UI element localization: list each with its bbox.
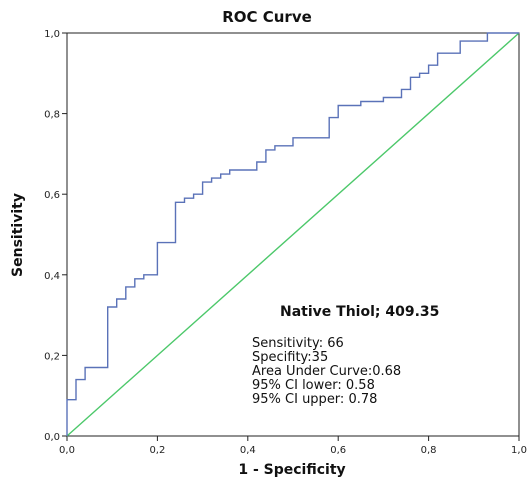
y-tick-label: 0,6 (44, 190, 60, 201)
x-tick-label: 0,8 (421, 445, 437, 456)
y-tick-label: 1,0 (44, 29, 60, 40)
y-tick-label: 0,0 (44, 432, 60, 443)
x-tick-label: 0,4 (240, 445, 256, 456)
roc-curve-line (66, 32, 519, 436)
annotation-auc: Area Under Curve:0.68 (252, 364, 401, 379)
x-axis-label: 1 - Specificity (238, 462, 345, 478)
annotation-box: Native Thiol; 409.35 Sensitivity: 66 Spe… (252, 304, 439, 407)
y-tick-label: 0,2 (44, 351, 60, 362)
y-tick-label: 0,8 (44, 110, 60, 121)
annotation-ci-lower: 95% CI lower: 0.58 (252, 378, 375, 393)
annotation-specificity: Specifity:35 (252, 350, 328, 365)
annotation-title: Native Thiol; 409.35 (280, 304, 439, 320)
y-axis-label: Sensitivity (10, 193, 26, 277)
annotation-sensitivity: Sensitivity: 66 (252, 336, 344, 351)
y-axis-ticks: 0,0 0,2 0,4 0,6 0,8 1,0 (44, 29, 67, 443)
plot-frame (66, 32, 520, 437)
x-axis-ticks: 0,0 0,2 0,4 0,6 0,8 1,0 (59, 436, 527, 456)
y-tick-label: 0,4 (44, 271, 60, 282)
x-tick-label: 1,0 (511, 445, 527, 456)
x-tick-label: 0,0 (59, 445, 75, 456)
x-tick-label: 0,2 (149, 445, 165, 456)
chart-title: ROC Curve (222, 8, 312, 26)
reference-line (66, 32, 520, 437)
annotation-ci-upper: 95% CI upper: 0.78 (252, 392, 377, 407)
x-tick-label: 0,6 (330, 445, 346, 456)
